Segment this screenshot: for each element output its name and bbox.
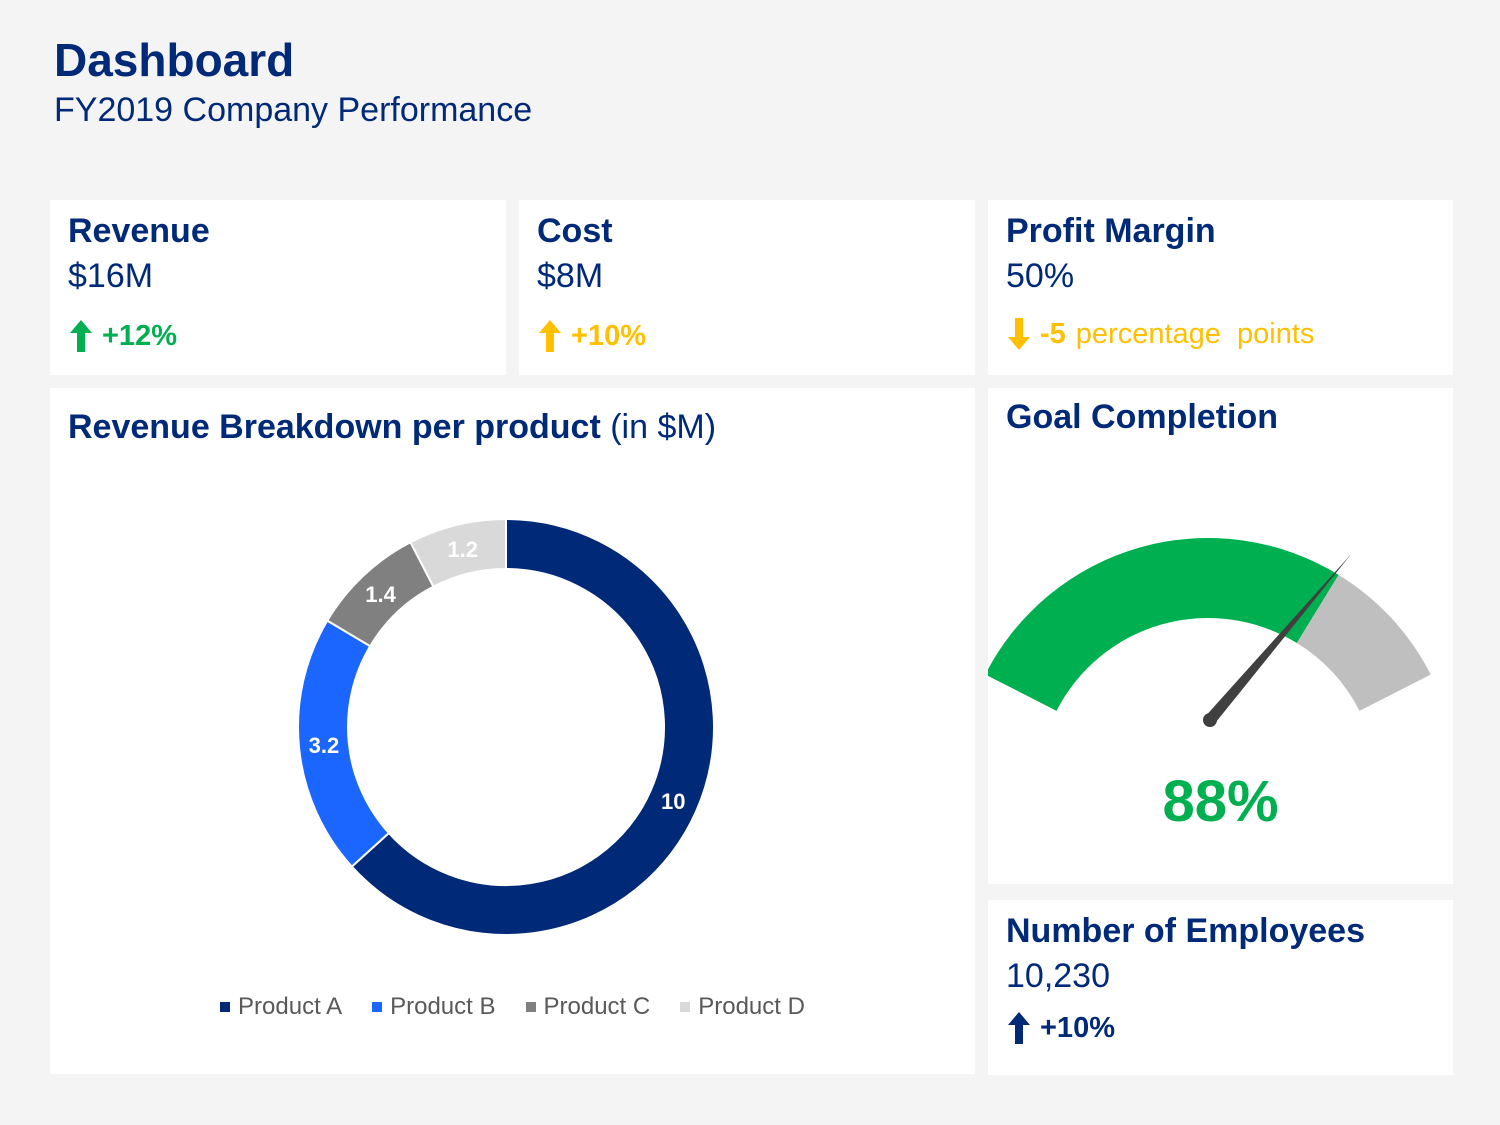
legend-swatch: [525, 1002, 536, 1012]
profit-margin-delta-number: -5: [1040, 318, 1066, 350]
legend-item-product-b: Product B: [372, 993, 496, 1021]
legend-item-product-d: Product D: [680, 993, 805, 1021]
gauge-needle: [1204, 553, 1352, 724]
legend-label: Product A: [238, 993, 343, 1020]
donut-data-label: 1.2: [447, 537, 478, 562]
employees-title: Number of Employees: [1006, 912, 1365, 950]
revenue-card: Revenue $16M +12%: [50, 200, 506, 375]
revenue-delta-text: +12%: [102, 320, 177, 352]
cost-title: Cost: [537, 212, 613, 250]
cost-card: Cost $8M +10%: [519, 200, 975, 375]
arrow-up-icon: [1008, 1012, 1030, 1044]
donut-data-label: 3.2: [309, 733, 340, 758]
donut-data-label: 10: [661, 789, 685, 814]
legend-swatch: [220, 1002, 231, 1012]
goal-gauge: [988, 538, 1431, 727]
donut-slice-product-a: [350, 517, 715, 936]
revenue-title: Revenue: [68, 212, 210, 250]
legend-swatch: [372, 1002, 383, 1012]
goal-percent: 88%: [1162, 769, 1279, 834]
legend-item-product-a: Product A: [220, 993, 342, 1021]
legend-label: Product D: [698, 993, 805, 1020]
legend-label: Product B: [390, 993, 496, 1020]
profit-margin-delta: -5 percentage points: [1006, 316, 1314, 352]
arrow-down-icon: [1008, 318, 1030, 350]
donut-data-label: 1.4: [365, 582, 396, 607]
breakdown-title-unit: (in $M): [610, 408, 717, 446]
cost-value: $8M: [537, 257, 604, 295]
arrow-up-icon: [70, 320, 92, 352]
cost-delta: +10%: [537, 318, 646, 354]
legend-label: Product C: [543, 993, 651, 1020]
chart-legend: Product A Product B Product C Product D: [50, 993, 975, 1021]
revenue-donut-chart: 10 3.2 1.4 1.2: [297, 517, 715, 936]
profit-margin-value: 50%: [1006, 257, 1075, 295]
breakdown-title-main: Revenue Breakdown per product: [68, 408, 601, 446]
page-title: Dashboard: [54, 34, 295, 86]
profit-margin-card: Profit Margin 50% -5 percentage points: [988, 200, 1453, 375]
employees-delta: +10%: [1006, 1010, 1115, 1046]
legend-swatch: [680, 1002, 691, 1012]
legend-item-product-c: Product C: [525, 993, 651, 1021]
arrow-up-icon: [539, 320, 561, 352]
employees-delta-text: +10%: [1040, 1012, 1115, 1044]
breakdown-title: Revenue Breakdown per product (in $M): [68, 406, 716, 448]
revenue-value: $16M: [68, 257, 154, 295]
profit-margin-delta-unit: percentage points: [1075, 318, 1315, 350]
revenue-delta: +12%: [68, 318, 177, 354]
employees-card: Number of Employees 10,230 +10%: [988, 900, 1453, 1075]
gauge-remaining-arc: [1296, 574, 1431, 711]
revenue-breakdown-card: Revenue Breakdown per product (in $M) 10…: [50, 388, 975, 1074]
page-subtitle: FY2019 Company Performance: [54, 91, 533, 129]
gauge-needle-hub: [1203, 713, 1217, 727]
goal-title: Goal Completion: [1006, 398, 1278, 436]
profit-margin-title: Profit Margin: [1006, 212, 1216, 250]
cost-delta-text: +10%: [571, 320, 646, 352]
gauge-filled-arc: [988, 538, 1339, 711]
employees-value: 10,230: [1006, 957, 1110, 995]
goal-completion-card: Goal Completion 88%: [988, 388, 1453, 884]
donut-slice-product-d: [409, 517, 507, 588]
